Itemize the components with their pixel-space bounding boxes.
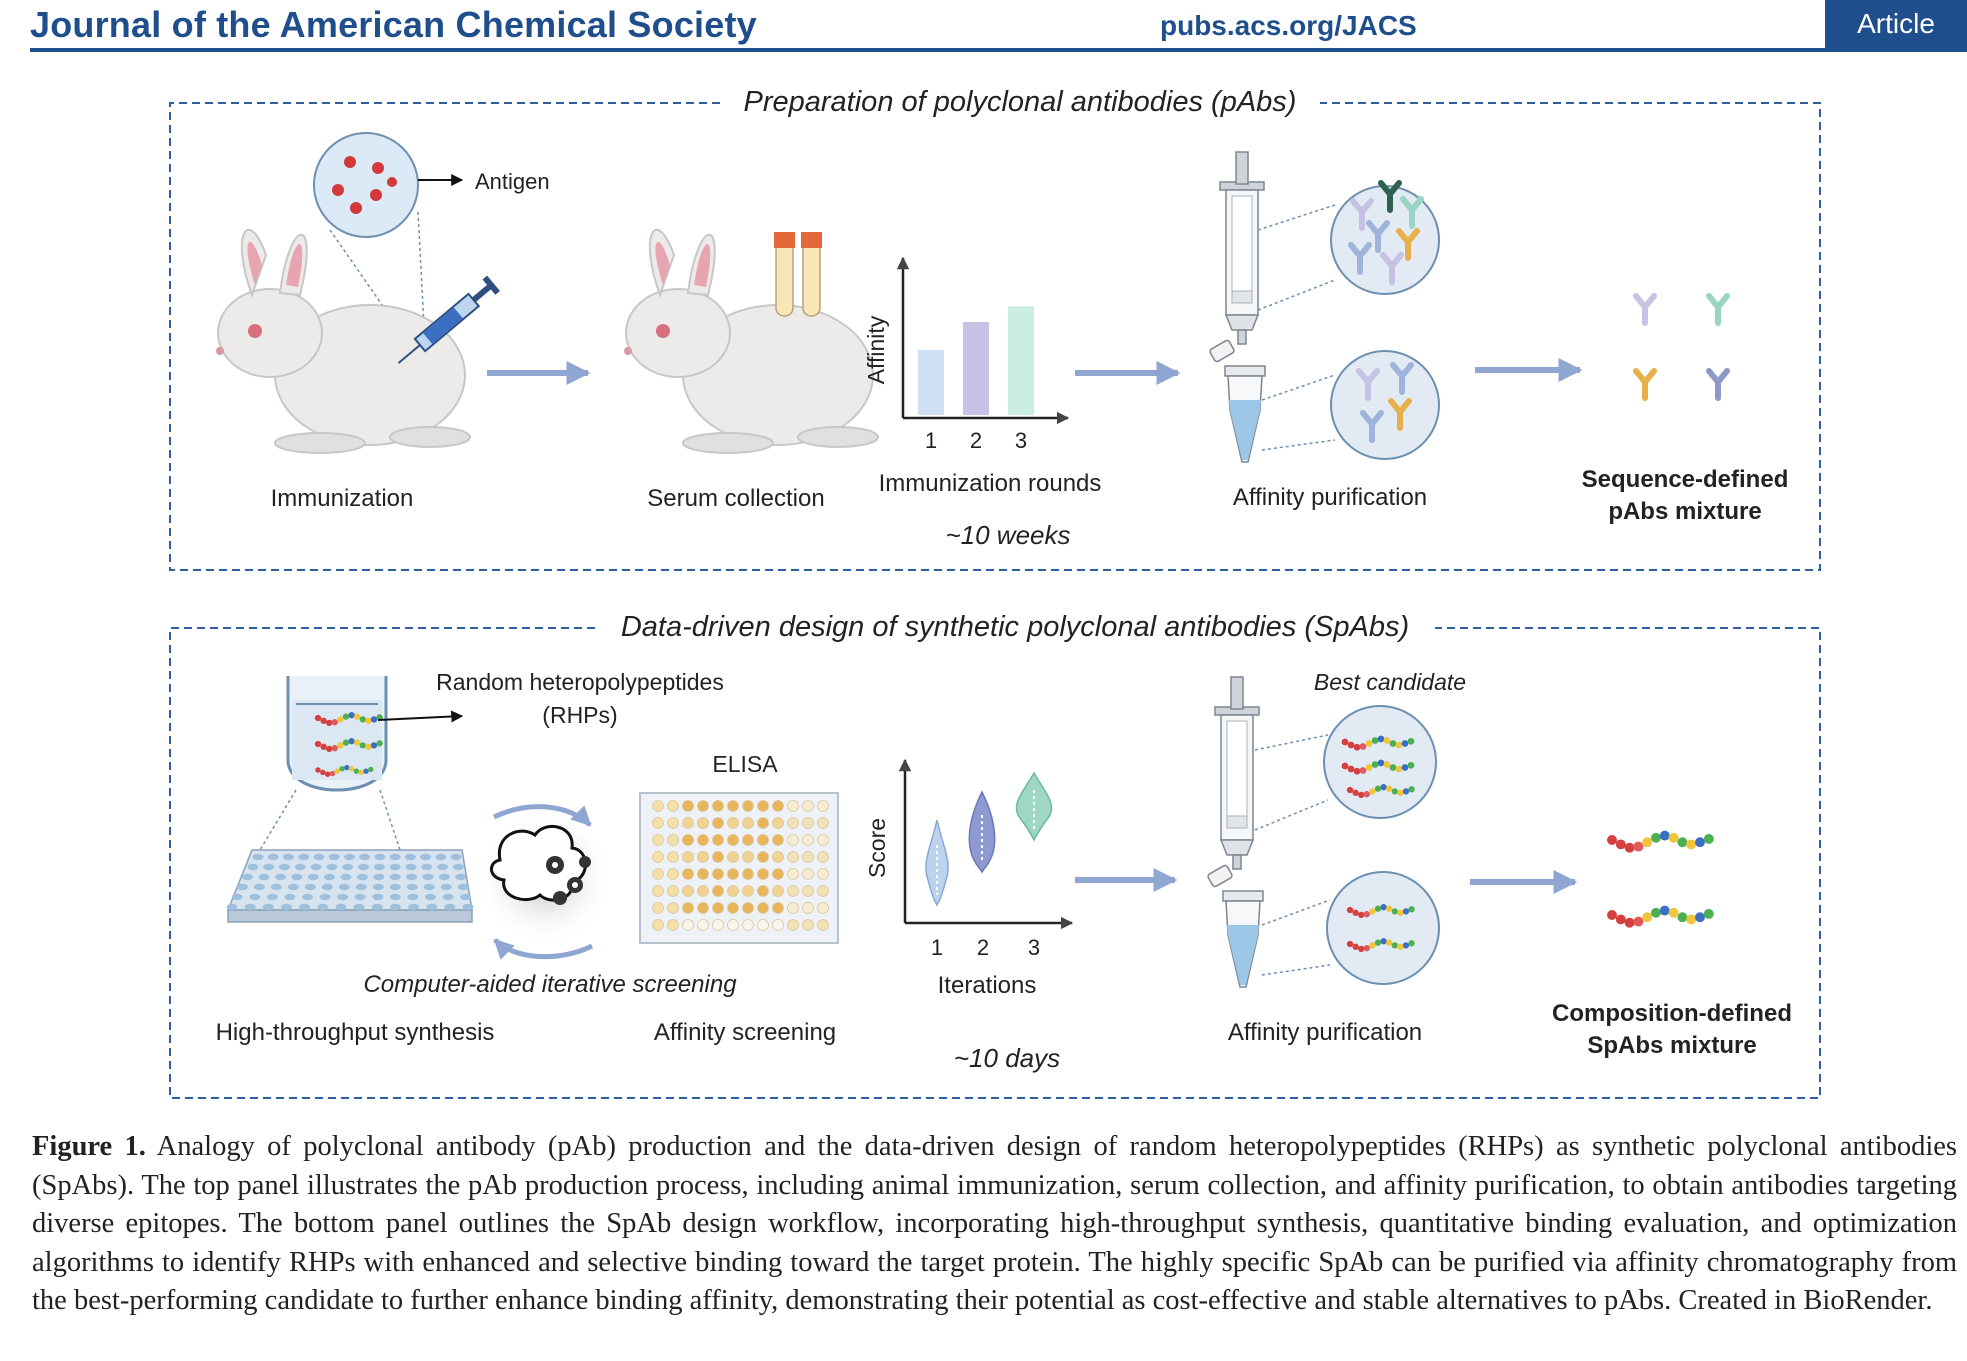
step-immunization-label: Immunization bbox=[271, 485, 414, 512]
top-panel-border bbox=[169, 102, 1821, 571]
microtube-icon bbox=[1208, 338, 1266, 463]
cycle-arrow bbox=[493, 938, 594, 960]
caption-label: Figure 1. bbox=[32, 1131, 146, 1162]
step-purification-label: Affinity purification bbox=[1233, 484, 1427, 511]
affinity-bar-3 bbox=[1008, 306, 1034, 415]
blood-tube-icon bbox=[774, 232, 822, 317]
spin-column-icon bbox=[1214, 676, 1260, 870]
header-rule bbox=[30, 48, 1967, 52]
bottom-panel: Data-driven design of synthetic polyclon… bbox=[169, 611, 1821, 1099]
zoom-guide-line bbox=[259, 789, 297, 851]
affinity-tick-label: 2 bbox=[970, 428, 982, 453]
antibody-mixture bbox=[1636, 296, 1727, 398]
zoom-guide-line bbox=[379, 789, 401, 851]
step-purification-label: Affinity purification bbox=[1228, 1019, 1422, 1046]
spin-column-icon bbox=[1219, 151, 1265, 345]
violin-iteration-3 bbox=[1015, 771, 1053, 842]
article-type-badge: Article bbox=[1825, 0, 1967, 48]
bottom-panel-title: Data-driven design of synthetic polyclon… bbox=[621, 611, 1409, 643]
bottom-result-line1: Composition-defined bbox=[1552, 1000, 1792, 1027]
zoom-guide-line bbox=[1254, 734, 1329, 751]
antigen-label: Antigen bbox=[475, 169, 550, 194]
zoom-guide-line bbox=[1261, 374, 1336, 401]
affinity-chart: Affinity 1 2 3 bbox=[863, 256, 1070, 453]
peptide-chain-icon bbox=[1607, 905, 1714, 928]
well-zoom-icon bbox=[286, 676, 388, 792]
zoom-guide-line bbox=[1261, 964, 1331, 976]
journal-title: Journal of the American Chemical Society bbox=[30, 4, 757, 45]
bottom-duration: ~10 days bbox=[954, 1043, 1060, 1073]
step-synthesis-label: High-throughput synthesis bbox=[216, 1019, 495, 1046]
score-tick-label: 3 bbox=[1028, 935, 1040, 960]
zoom-guide-line bbox=[1261, 899, 1331, 926]
affinity-tick-label: 3 bbox=[1015, 428, 1027, 453]
rhp-label-line1: Random heteropolypeptides bbox=[436, 669, 724, 695]
syringe-icon bbox=[397, 275, 500, 364]
bottom-result-line2: SpAbs mixture bbox=[1587, 1032, 1756, 1059]
microtube-icon bbox=[1206, 863, 1264, 988]
top-result-line1: Sequence-defined bbox=[1582, 466, 1789, 493]
elisa-plate-icon bbox=[639, 792, 839, 944]
affinity-bar-2 bbox=[963, 322, 989, 415]
antigen-particles bbox=[332, 156, 397, 214]
journal-url[interactable]: pubs.acs.org/JACS bbox=[1160, 10, 1417, 41]
affinity-bar-1 bbox=[918, 349, 944, 415]
violin-iteration-1 bbox=[925, 819, 949, 907]
top-panel: Preparation of polyclonal antibodies (pA… bbox=[169, 86, 1821, 571]
zoom-guide-line bbox=[1254, 799, 1329, 831]
top-duration: ~10 weeks bbox=[945, 520, 1070, 550]
elisa-label: ELISA bbox=[712, 751, 778, 777]
score-tick-label: 2 bbox=[977, 935, 989, 960]
affinity-tick-label: 1 bbox=[925, 428, 937, 453]
top-result-line2: pAbs mixture bbox=[1608, 498, 1761, 525]
step-rounds-label: Immunization rounds bbox=[879, 470, 1102, 497]
bottom-panel-border bbox=[169, 627, 1821, 1099]
score-x-label: Iterations bbox=[938, 972, 1037, 999]
rhp-label-line2: (RHPs) bbox=[542, 702, 617, 728]
figure-caption: Figure 1. Analogy of polyclonal antibody… bbox=[32, 1128, 1957, 1321]
score-chart: Score 1 2 3 bbox=[864, 758, 1074, 960]
well-plate-icon bbox=[226, 849, 474, 923]
rabbit-icon bbox=[623, 228, 879, 454]
zoom-circle-tube bbox=[1330, 350, 1440, 460]
antigen-zoom-circle bbox=[313, 132, 419, 238]
caption-text: Analogy of polyclonal antibody (pAb) pro… bbox=[32, 1131, 1958, 1316]
best-candidate-label: Best candidate bbox=[1314, 669, 1466, 695]
zoom-guide-line bbox=[1257, 204, 1336, 231]
screening-loop-label: Computer-aided iterative screening bbox=[363, 971, 737, 998]
zoom-circle-tube bbox=[1326, 871, 1440, 985]
zoom-guide-line bbox=[1261, 439, 1336, 451]
step-serum-label: Serum collection bbox=[647, 485, 824, 512]
zoom-circle-column bbox=[1330, 185, 1440, 295]
step-screening-label: Affinity screening bbox=[654, 1019, 836, 1046]
rhp-pointer-arrow bbox=[377, 710, 464, 723]
top-panel-title: Preparation of polyclonal antibodies (pA… bbox=[744, 86, 1297, 118]
peptide-chain-icon bbox=[1607, 830, 1714, 853]
cycle-arrow bbox=[492, 804, 592, 827]
score-y-label: Score bbox=[864, 818, 890, 878]
zoom-guide-line bbox=[1257, 279, 1336, 311]
brain-gears-icon bbox=[490, 825, 591, 905]
score-tick-label: 1 bbox=[931, 935, 943, 960]
affinity-y-label: Affinity bbox=[863, 315, 889, 384]
violin-iteration-2 bbox=[968, 790, 996, 874]
